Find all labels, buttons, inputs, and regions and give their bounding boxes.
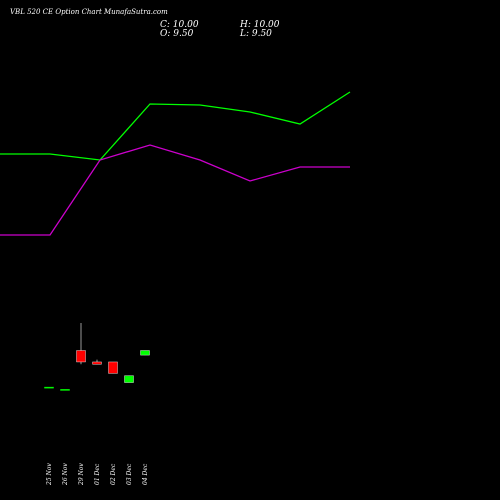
low-value: L: 9.50: [240, 29, 272, 39]
x-tick-label: 04 Dec: [142, 463, 149, 485]
x-tick-label: 29 Nov: [78, 463, 85, 486]
x-tick-label: 26 Nov: [62, 463, 69, 486]
open-value: O: 9.50: [160, 29, 194, 39]
candle-body: [140, 350, 150, 356]
high-value: H: 10.00: [240, 20, 280, 30]
line-series-2: [0, 144, 350, 236]
candle-body: [124, 375, 134, 383]
candle-body: [44, 386, 54, 389]
x-tick-label: 25 Nov: [46, 463, 53, 486]
candle-body: [60, 389, 70, 391]
x-tick-label: 01 Dec: [94, 463, 101, 485]
x-tick-label: 02 Dec: [110, 463, 117, 485]
x-tick-label: 03 Dec: [126, 463, 133, 485]
candle-body: [76, 350, 86, 363]
candle-body: [92, 361, 102, 365]
close-value: C: 10.00: [160, 20, 199, 30]
candle-body: [108, 361, 118, 374]
chart-title: VBL 520 CE Option Chart MunafaSutra.com: [10, 8, 168, 16]
line-series-1: [0, 91, 351, 161]
